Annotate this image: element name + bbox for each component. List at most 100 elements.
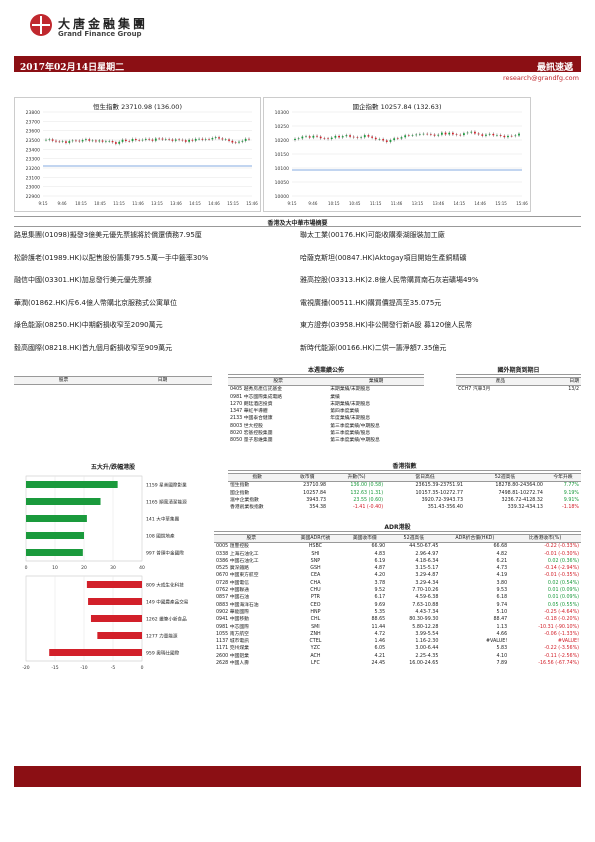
news-item[interactable]: 華潤(01862.HK)斥6.4億人幣購北京服務式公寓單位 bbox=[14, 298, 177, 307]
contact-email[interactable]: research@grandfg.com bbox=[502, 74, 579, 82]
hsi-chart-title: 恒生指數 23710.98 (136.00) bbox=[93, 103, 182, 111]
table-row: 2600 中國鋁業 ACH 4.21 2.25-4.35 4.10 -0.11 (-2.5… bbox=[214, 653, 581, 660]
table-cell: 恒生指數 bbox=[230, 483, 250, 489]
candle bbox=[248, 138, 250, 140]
table-cell: 0386 中國石油化工 bbox=[216, 558, 259, 564]
news-item[interactable]: 哈薩克斯坦(00847.HK)Aktogay項目開始生產銅精礦 bbox=[300, 253, 467, 262]
news-item[interactable]: 新時代能源(00166.HK)二供一籌淨額7.35億元 bbox=[300, 343, 447, 352]
candle bbox=[174, 139, 177, 141]
y-tick-label: 10000 bbox=[275, 194, 289, 200]
table-cell: 末期業績/末期股息 bbox=[330, 401, 371, 407]
table-cell: 5.83 bbox=[496, 646, 508, 652]
x-tick-label: 15:15 bbox=[227, 201, 239, 206]
table-row: 0405 越秀房產信託基金 末期業績/末期股息 bbox=[228, 386, 424, 394]
news-list-left: 路思集團(01098)擬發3億美元優先票據將於償還債務7.95厘 松齡護老(019… bbox=[14, 227, 299, 362]
news-item[interactable]: 聯太工業(00176.HK)可能收購秦湖服裝加工廠 bbox=[300, 231, 445, 239]
table-header: 股票 bbox=[214, 533, 289, 544]
table-cell: -1.41 (-0.40) bbox=[352, 505, 384, 511]
up-axis-label: 40 bbox=[139, 565, 145, 571]
table-row: 1347 華虹半導體 第四季度業績 bbox=[228, 408, 424, 415]
results-table: 本週業績公佈 股票 業績期 0405 越秀房產信託基金 末期業績/末期股息 0981… bbox=[228, 365, 424, 445]
candle bbox=[85, 139, 87, 141]
table-cell: -1.18% bbox=[562, 505, 579, 511]
table-cell: 88.65 bbox=[371, 617, 386, 623]
table-cell: 2.96-4.97 bbox=[415, 551, 439, 557]
table-cell: 4.83 bbox=[374, 551, 386, 557]
candle bbox=[349, 135, 351, 137]
gainer-bar bbox=[26, 549, 83, 556]
candle bbox=[71, 140, 74, 142]
candle bbox=[234, 142, 237, 144]
candle bbox=[330, 137, 333, 139]
table-cell: 10157.35-10272.77 bbox=[415, 490, 463, 496]
news-list-right: 聯太工業(00176.HK)可能收購秦湖服裝加工廠哈薩克斯坦(00847.HK)… bbox=[300, 227, 585, 362]
table-cell: 0.02 (0.54%) bbox=[547, 580, 579, 586]
table-cell: 5.10 bbox=[496, 609, 508, 615]
table-cell: -0.11 (-2.56%) bbox=[544, 653, 579, 659]
candle bbox=[65, 141, 67, 143]
x-tick-label: 10:15 bbox=[75, 201, 87, 206]
table-cell: 13/2 bbox=[568, 387, 579, 393]
table-cell: 24.45 bbox=[371, 661, 386, 667]
gainer-label: 141 大中華集團 bbox=[146, 516, 180, 523]
table-cell: GSH bbox=[310, 566, 321, 572]
candle bbox=[95, 140, 97, 142]
table-cell: 9.19% bbox=[563, 490, 579, 496]
candle bbox=[474, 131, 476, 134]
candle bbox=[360, 137, 362, 138]
candle bbox=[128, 141, 131, 142]
y-tick-label: 10300 bbox=[275, 110, 289, 116]
y-tick-label: 23000 bbox=[26, 185, 40, 191]
news-item[interactable]: 松齡護老(01989.HK)以配售股份籌集795.5萬一手中籤率30% bbox=[14, 253, 209, 262]
news-item[interactable]: 東方證券(03958.HK)非公開發行新A股 募120億人民幣 bbox=[300, 321, 473, 329]
news-item[interactable]: 路思集團(01098)擬發3億美元優先票據將於償還債務7.95厘 bbox=[14, 231, 202, 239]
table-cell: 1137 城市電訊 bbox=[216, 639, 249, 645]
table-cell: 88.47 bbox=[493, 617, 508, 623]
candle bbox=[440, 132, 443, 135]
table-header: 比香港收市(%) bbox=[509, 533, 581, 544]
table-row: 0883 中國海洋石油 CEO 9.69 7.63-10.88 9.74 0.05 (0.… bbox=[214, 602, 581, 609]
news-item[interactable]: 綠色能源(08250.HK)中期虧損收窄至2090萬元 bbox=[14, 321, 163, 329]
x-tick-label: 14:15 bbox=[454, 201, 466, 206]
news-item[interactable]: 雅高控股(03313.HK)2.8億人民幣購買南石灰岩礦場49% bbox=[300, 276, 479, 284]
table-cell: 0883 中國海洋石油 bbox=[216, 602, 259, 608]
candle bbox=[422, 133, 425, 135]
table-cell: 4.21 bbox=[374, 653, 386, 659]
candle bbox=[68, 141, 71, 143]
news-item[interactable]: 融信中國(03301.HK)加息發行美元優先票據 bbox=[14, 276, 152, 284]
table-cell: 66.68 bbox=[493, 544, 508, 550]
candle bbox=[305, 136, 307, 137]
table-cell: 8050 量子思維集團 bbox=[230, 438, 273, 444]
candle bbox=[382, 139, 385, 141]
table-cell: 1.13 bbox=[496, 624, 508, 630]
candle bbox=[327, 138, 329, 140]
candle bbox=[124, 139, 127, 142]
table-row: 0941 中國移動 CHL 88.65 80.30-99.30 88.47 -0.18 (… bbox=[214, 616, 581, 623]
y-tick-label: 23600 bbox=[26, 129, 40, 135]
table-cell: 0728 中國電信 bbox=[216, 580, 249, 586]
y-tick-label: 23500 bbox=[26, 138, 40, 144]
news-item[interactable]: 毅高國際(08218.HK)首九個月虧損收窄至909萬元 bbox=[14, 343, 173, 352]
table-cell: 8020 宏基控股集團 bbox=[230, 431, 273, 437]
header-bar: 2017年02月14日星期二 最訊速遞 bbox=[14, 56, 581, 73]
candle bbox=[396, 138, 399, 139]
hscei-chart: 國企指數 10257.84 (132.63) 10300 10250 10200 10… bbox=[263, 97, 531, 212]
table-cell: 2133 中國泰合健康 bbox=[230, 416, 273, 422]
table-cell: 66.90 bbox=[371, 544, 386, 550]
table-row: 1055 南方航空 ZNH 4.72 3.99-5.54 4.66 -0.06 (-1.3… bbox=[214, 631, 581, 638]
x-tick-label: 13:46 bbox=[170, 201, 182, 206]
divider bbox=[14, 226, 581, 227]
y-tick-label: 10050 bbox=[275, 180, 289, 186]
candle bbox=[496, 134, 498, 136]
results-header-period: 業績期 bbox=[328, 376, 424, 387]
y-tick-label: 10250 bbox=[275, 124, 289, 130]
candle bbox=[61, 141, 64, 142]
candle bbox=[58, 141, 61, 143]
x-tick-label: 13:15 bbox=[412, 201, 424, 206]
market-summary-section: 香港及大中華市場摘要 bbox=[14, 216, 581, 227]
candle bbox=[400, 137, 403, 139]
news-item[interactable]: 電視廣播(00511.HK)購買價提高至35.075元 bbox=[300, 298, 442, 307]
table-cell: 7.63-10.88 bbox=[412, 602, 439, 608]
table-row: CCH7 汽車3月 13/2 bbox=[456, 386, 581, 394]
candle bbox=[111, 141, 114, 143]
